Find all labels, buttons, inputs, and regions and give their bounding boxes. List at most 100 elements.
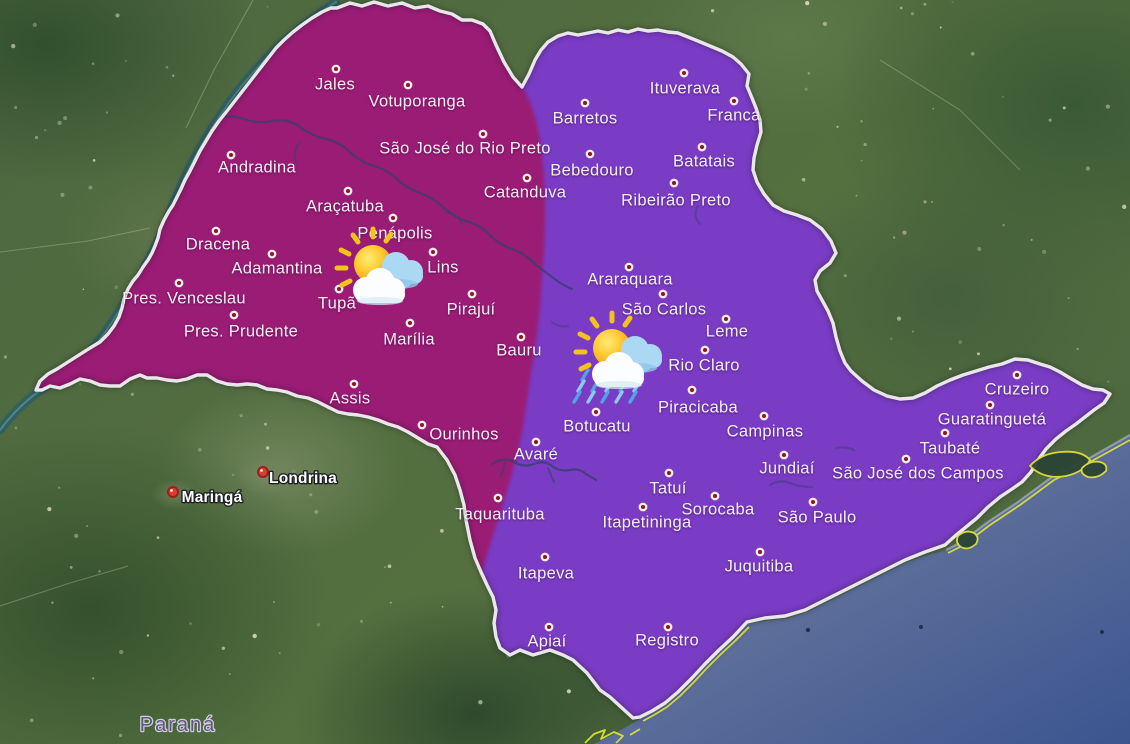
city-marker-sao-jose-dos-campos: São José dos Campos <box>832 454 1004 483</box>
rain-drop <box>614 390 624 404</box>
red-pin-icon[interactable] <box>167 486 179 498</box>
city-dot <box>710 491 720 501</box>
city-label: Votuporanga <box>369 93 466 111</box>
place-pin-londrina[interactable]: Londrina <box>257 466 339 489</box>
city-dot <box>669 178 679 188</box>
city-label: Barretos <box>553 110 618 128</box>
city-label: Ituverava <box>650 80 721 98</box>
city-dot <box>658 289 668 299</box>
city-label: Pres. Venceslau <box>122 290 246 308</box>
city-dot <box>516 332 526 342</box>
city-label: Ourinhos <box>429 426 498 444</box>
city-dot <box>428 247 438 257</box>
city-label: São Paulo <box>778 509 857 527</box>
city-dot <box>591 407 601 417</box>
city-label: Assis <box>330 390 371 408</box>
city-label: São José dos Campos <box>832 465 1004 483</box>
ocean <box>594 435 1130 744</box>
place-pin-maringa[interactable]: Maringá <box>167 486 244 508</box>
city-marker-itapeva: Itapeva <box>518 552 575 583</box>
city-marker-sao-carlos: São Carlos <box>622 289 707 319</box>
city-label: São Carlos <box>622 301 707 319</box>
city-dot <box>755 547 765 557</box>
city-marker-ribeirao-preto: Ribeirão Preto <box>621 178 731 210</box>
city-label: Tatuí <box>649 480 686 498</box>
city-marker-taubate: Taubaté <box>920 428 980 458</box>
rain-drop <box>576 379 586 393</box>
road-lines <box>0 0 1021 607</box>
city-label: Tupã <box>318 295 357 313</box>
city-label: Botucatu <box>563 418 631 436</box>
city-label: Registro <box>635 632 699 650</box>
city-dot <box>585 149 595 159</box>
city-marker-jales: Jales <box>315 64 355 94</box>
city-dot <box>759 411 769 421</box>
city-label: Pres. Prudente <box>184 323 298 341</box>
city-marker-andradina: Andradina <box>218 150 296 177</box>
city-dot <box>544 622 554 632</box>
city-marker-apiai: Apiaí <box>527 622 566 651</box>
city-dot <box>211 226 221 236</box>
city-label: Pirajuí <box>447 301 496 319</box>
city-dot <box>226 150 236 160</box>
city-marker-assis: Assis <box>330 379 371 408</box>
city-dot <box>467 289 477 299</box>
place-label[interactable]: Londrina <box>268 469 339 489</box>
city-marker-votuporanga: Votuporanga <box>369 80 466 111</box>
city-dot <box>729 96 739 106</box>
city-dot <box>901 454 911 464</box>
ocean-islets <box>805 625 1104 634</box>
city-marker-araraquara: Araraquara <box>587 262 673 289</box>
city-label: Franca <box>707 107 761 125</box>
city-dot <box>349 379 359 389</box>
city-dot <box>697 142 707 152</box>
city-label: Sorocaba <box>681 501 755 519</box>
city-dot <box>638 502 648 512</box>
city-dot <box>531 437 541 447</box>
city-label: Itapetininga <box>603 514 692 532</box>
city-dot <box>417 420 427 430</box>
city-label: Lins <box>427 259 458 277</box>
city-marker-leme: Leme <box>706 314 748 341</box>
city-dot <box>779 450 789 460</box>
city-dot <box>388 213 398 223</box>
city-dot <box>624 262 634 272</box>
city-dot <box>267 249 277 259</box>
rain-drop <box>580 368 590 382</box>
city-dot <box>331 64 341 74</box>
city-label: Cruzeiro <box>985 381 1050 399</box>
city-label: Andradina <box>218 159 296 177</box>
city-label: Marília <box>383 331 435 349</box>
city-marker-cruzeiro: Cruzeiro <box>985 370 1050 399</box>
city-marker-rio-claro: Rio Claro <box>668 345 739 375</box>
place-label[interactable]: Maringá <box>180 488 244 508</box>
city-marker-barretos: Barretos <box>553 98 618 128</box>
city-dot <box>229 310 239 320</box>
city-marker-lins: Lins <box>427 247 458 277</box>
city-marker-jundiai: Jundiaí <box>759 450 814 478</box>
external-places-layer: Londrina Maringá <box>167 466 339 508</box>
city-label: Avaré <box>514 446 558 464</box>
city-label: Campinas <box>727 423 804 441</box>
city-marker-bebedouro: Bebedouro <box>550 149 633 180</box>
city-dot <box>985 400 995 410</box>
city-dot <box>405 318 415 328</box>
rain-drop <box>628 390 638 404</box>
city-dot <box>493 493 503 503</box>
city-dot <box>679 68 689 78</box>
city-label: Jales <box>315 76 355 94</box>
parana-state-label: Paraná <box>140 714 217 736</box>
city-label: Adamantina <box>231 260 323 278</box>
city-label: Itapeva <box>518 565 575 583</box>
city-label: Piracicaba <box>658 399 739 417</box>
city-dot <box>808 497 818 507</box>
city-marker-juquitiba: Juquitiba <box>725 547 794 576</box>
city-label: Leme <box>706 323 748 341</box>
city-marker-taquarituba: Taquarituba <box>455 493 545 524</box>
city-dot <box>478 129 488 139</box>
red-pin-icon[interactable] <box>257 466 269 478</box>
city-dot <box>403 80 413 90</box>
city-dot <box>580 98 590 108</box>
city-label: Araçatuba <box>306 198 384 216</box>
